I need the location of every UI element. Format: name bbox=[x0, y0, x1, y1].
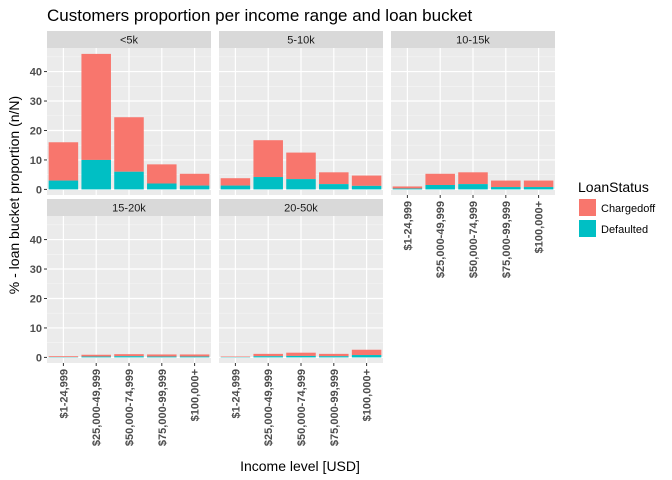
bar-chargedoff bbox=[179, 173, 210, 186]
bar-defaulted bbox=[114, 356, 144, 358]
panel-15-20k: 15-20k 0 10 20 30 40 $1-24,999 $25,000-49,999 $5… bbox=[30, 199, 211, 446]
bar-chargedoff bbox=[286, 152, 316, 180]
bar-defaulted bbox=[523, 187, 554, 190]
y-tick-label: 10 bbox=[30, 323, 42, 335]
x-tick-label: $75,000-99,999 bbox=[501, 201, 513, 278]
bar-chargedoff bbox=[147, 354, 177, 357]
bar-defaulted bbox=[147, 183, 177, 190]
bar-chargedoff bbox=[179, 354, 210, 357]
bar-chargedoff bbox=[220, 178, 251, 186]
y-tick-label: 20 bbox=[30, 293, 42, 305]
bar-defaulted bbox=[286, 179, 316, 190]
bar-chargedoff bbox=[425, 173, 455, 185]
panel-strip bbox=[219, 199, 383, 216]
y-tick-label: 10 bbox=[30, 155, 42, 167]
bar-chargedoff bbox=[114, 117, 144, 172]
panel-10-15k: 10-15k $1-24,999 $25,000-49,999 $50,000-74,… bbox=[391, 31, 555, 278]
legend-label-chargedoff: Chargedoff bbox=[601, 203, 656, 215]
legend-key-defaulted bbox=[579, 220, 596, 237]
bar-defaulted bbox=[179, 356, 210, 358]
legend-title: LoanStatus bbox=[578, 179, 649, 195]
bar-defaulted bbox=[147, 356, 177, 358]
y-tick-label: 0 bbox=[36, 352, 42, 364]
x-tick-label: $50,000-74,999 bbox=[124, 369, 136, 446]
x-tick-label: $50,000-74,999 bbox=[296, 369, 308, 446]
panel-strip-label: 20-50k bbox=[284, 203, 318, 215]
panels: <5k 0 10 20 30 40 5-10k 10-15k $1-24,999 $25,000-… bbox=[30, 31, 555, 446]
bar-chargedoff bbox=[392, 186, 423, 189]
bar-chargedoff bbox=[523, 180, 554, 188]
y-tick-label: 40 bbox=[30, 235, 42, 247]
x-tick-label: $75,000-99,999 bbox=[157, 369, 169, 446]
bar-chargedoff bbox=[491, 180, 521, 188]
bar-defaulted bbox=[253, 177, 283, 190]
bar-chargedoff bbox=[253, 353, 283, 357]
x-tick-label: $100,000+ bbox=[190, 369, 202, 421]
x-tick-label: $100,000+ bbox=[534, 201, 546, 253]
panel-strip bbox=[391, 31, 555, 48]
bar-defaulted bbox=[351, 355, 382, 358]
legend: LoanStatus Chargedoff Defaulted bbox=[578, 179, 656, 237]
panel-5-10k: 5-10k bbox=[219, 31, 383, 195]
panel-strip bbox=[47, 31, 211, 48]
bar-defaulted bbox=[81, 159, 111, 190]
panel-strip-label: 15-20k bbox=[112, 203, 146, 215]
legend-label-defaulted: Defaulted bbox=[601, 224, 648, 236]
panel-strip bbox=[47, 199, 211, 216]
bar-defaulted bbox=[114, 171, 144, 190]
y-tick-label: 40 bbox=[30, 67, 42, 79]
x-tick-label: $25,000-49,999 bbox=[91, 369, 103, 446]
panel-strip bbox=[219, 31, 383, 48]
bar-defaulted bbox=[48, 180, 79, 190]
bar-defaulted bbox=[392, 188, 423, 190]
bar-chargedoff bbox=[286, 352, 316, 356]
bar-defaulted bbox=[220, 185, 251, 190]
panel-5k: <5k 0 10 20 30 40 bbox=[30, 31, 211, 196]
bar-chargedoff bbox=[351, 349, 382, 356]
bar-defaulted bbox=[179, 185, 210, 190]
y-tick-label: 0 bbox=[36, 184, 42, 196]
bar-defaulted bbox=[286, 355, 316, 358]
bar-chargedoff bbox=[319, 172, 349, 185]
bar-defaulted bbox=[351, 185, 382, 190]
bar-defaulted bbox=[81, 356, 111, 358]
panel-strip-label: 10-15k bbox=[456, 35, 490, 47]
bar-chargedoff bbox=[220, 356, 251, 358]
x-tick-label: $1-24,999 bbox=[58, 369, 70, 419]
x-tick-label: $50,000-74,999 bbox=[468, 201, 480, 278]
bar-defaulted bbox=[319, 356, 349, 358]
bar-chargedoff bbox=[48, 356, 79, 358]
x-axis-label: Income level [USD] bbox=[240, 458, 360, 474]
y-tick-label: 30 bbox=[30, 96, 42, 108]
bar-chargedoff bbox=[458, 172, 488, 185]
bar-chargedoff bbox=[114, 354, 144, 357]
bar-chargedoff bbox=[319, 353, 349, 357]
bar-chargedoff bbox=[81, 53, 111, 160]
panel-strip-label: <5k bbox=[120, 35, 139, 47]
bar-chargedoff bbox=[351, 175, 382, 186]
y-tick-label: 20 bbox=[30, 125, 42, 137]
bar-defaulted bbox=[458, 184, 488, 190]
x-tick-label: $25,000-49,999 bbox=[435, 201, 447, 278]
bar-defaulted bbox=[491, 187, 521, 190]
bar-chargedoff bbox=[147, 164, 177, 184]
legend-key-chargedoff bbox=[579, 199, 596, 216]
bar-defaulted bbox=[253, 356, 283, 358]
bar-defaulted bbox=[425, 184, 455, 190]
x-tick-label: $75,000-99,999 bbox=[329, 369, 341, 446]
panel-20-50k: 20-50k $1-24,999 $25,000-49,999 $50,000-74,… bbox=[219, 199, 383, 446]
bar-chargedoff bbox=[253, 140, 283, 178]
bar-chargedoff bbox=[48, 142, 79, 181]
bar-defaulted bbox=[319, 184, 349, 190]
x-tick-label: $1-24,999 bbox=[230, 369, 242, 419]
y-axis-label: % - loan bucket proportion (n/N) bbox=[6, 96, 22, 294]
y-tick-label: 30 bbox=[30, 264, 42, 276]
x-tick-label: $100,000+ bbox=[362, 369, 374, 421]
x-tick-label: $25,000-49,999 bbox=[263, 369, 275, 446]
panel-strip-label: 5-10k bbox=[287, 35, 315, 47]
bar-chargedoff bbox=[81, 354, 111, 357]
x-tick-label: $1-24,999 bbox=[402, 201, 414, 251]
chart-title: Customers proportion per income range an… bbox=[47, 6, 473, 25]
